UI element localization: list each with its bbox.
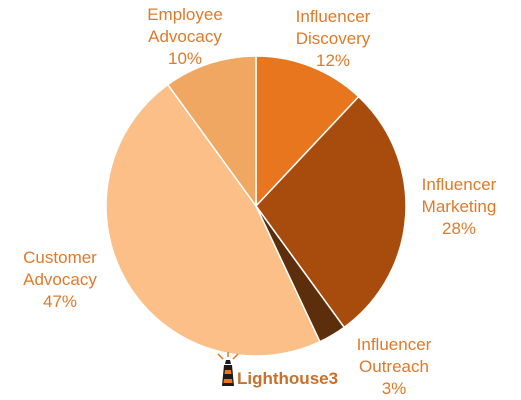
label-line: Employee [147, 5, 223, 24]
label-percent: 12% [316, 51, 350, 70]
pie-slices [105, 55, 407, 357]
label-percent: 28% [442, 219, 476, 238]
label-line: Outreach [359, 357, 429, 376]
label-line: Discovery [296, 29, 371, 48]
label-influencer-marketing: Influencer Marketing 28% [422, 175, 497, 238]
label-line: Advocacy [148, 27, 222, 46]
label-line: Influencer [422, 175, 497, 194]
label-percent: 10% [168, 49, 202, 68]
label-line: Advocacy [23, 270, 97, 289]
slice-employee-advocacy [166, 55, 257, 209]
logo-text: Lighthouse3 [237, 369, 338, 388]
slice-influencer-marketing [255, 95, 407, 329]
label-percent: 3% [382, 379, 407, 398]
label-line: Influencer [296, 7, 371, 26]
label-influencer-outreach: Influencer Outreach 3% [357, 335, 432, 398]
label-line: Customer [23, 248, 97, 267]
slice-influencer-discovery [255, 55, 360, 208]
label-employee-advocacy: Employee Advocacy 10% [147, 5, 223, 68]
label-line: Influencer [357, 335, 432, 354]
pie-labels: Influencer Discovery 12% Influencer Marketin… [23, 5, 497, 398]
label-customer-advocacy: Customer Advocacy 47% [23, 248, 97, 311]
label-line: Marketing [422, 197, 497, 216]
slice-customer-advocacy [105, 83, 321, 357]
lighthouse-icon [217, 352, 239, 386]
label-percent: 47% [43, 292, 77, 311]
lighthouse3-logo: Lighthouse3 [217, 352, 338, 388]
label-influencer-discovery: Influencer Discovery 12% [296, 7, 371, 70]
